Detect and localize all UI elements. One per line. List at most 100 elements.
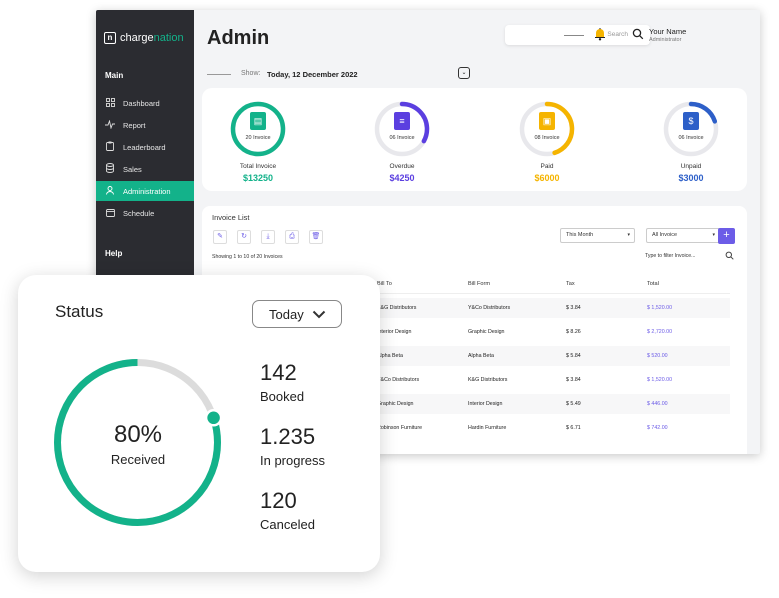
sidebar-item-label: Report [123, 120, 146, 130]
cell-total: $ 2,720.00 [647, 329, 673, 335]
cell-bill-form: Interior Design [468, 401, 503, 407]
activity-icon [105, 118, 115, 131]
stat-booked: 142 Booked [260, 360, 304, 404]
summary-card-paid[interactable]: ▣ 08 Invoice Paid $6000 [502, 100, 592, 183]
document-icon: ≡ [394, 112, 410, 130]
cell-bill-form: K&G Distributors [468, 377, 508, 383]
receipt-icon: $ [683, 112, 699, 130]
received-gauge [54, 359, 223, 526]
download-icon: ⤓ [266, 233, 270, 240]
summary-card-unpaid[interactable]: $ 06 Invoice Unpaid $3000 [646, 100, 736, 183]
cell-bill-to: Interior Design [377, 329, 412, 335]
summary-cards: ▤ 20 Invoice Total Invoice $13250 ≡ 06 I… [202, 88, 747, 191]
edit-button[interactable]: ✎ [213, 230, 227, 244]
divider [564, 35, 584, 36]
ring-label: 06 Invoice [389, 135, 415, 141]
stat-label: Canceled [260, 517, 315, 532]
gauge-knob[interactable] [204, 409, 223, 427]
month-select[interactable]: This Month ▾ [560, 228, 635, 243]
date-dropdown[interactable]: ⌄ [458, 67, 470, 79]
user-role: Administrator [649, 37, 682, 43]
search-icon[interactable] [632, 28, 644, 40]
print-icon: ⎙ [289, 233, 295, 240]
summary-card-overdue[interactable]: ≡ 06 Invoice Overdue $4250 [357, 100, 447, 183]
card-value: $4250 [389, 173, 415, 183]
sidebar-item-label: Sales [123, 164, 142, 174]
cell-bill-form: Graphic Design [468, 329, 505, 335]
database-icon [105, 163, 115, 175]
cell-bill-to: Y&Co Distributors [377, 377, 420, 383]
sidebar-item-schedule[interactable]: Schedule [96, 203, 194, 223]
progress-ring: ▤ 20 Invoice [229, 100, 287, 158]
show-date: Today, 12 December 2022 [267, 70, 358, 79]
progress-ring: ≡ 06 Invoice [373, 100, 431, 158]
column-header: Bill To [377, 281, 392, 287]
gauge-progress-arc [54, 359, 221, 526]
cell-total: $ 446.00 [647, 401, 668, 407]
card-title: Overdue [389, 163, 415, 170]
logo-text-right: nation [153, 32, 184, 44]
page-title: Admin [207, 27, 270, 49]
ring-label: 06 Invoice [678, 135, 704, 141]
cell-tax: $ 8.26 [566, 329, 581, 335]
sidebar-item-administration[interactable]: Administration [96, 181, 194, 201]
cell-bill-to: Alpha Beta [377, 353, 403, 359]
sidebar-item-dashboard[interactable]: Dashboard [96, 93, 194, 113]
stat-label: Booked [260, 389, 305, 404]
table-row[interactable]: Y&Co Distributors K&G Distributors $ 3.8… [210, 370, 730, 390]
cell-bill-to: K&G Distributors [377, 305, 417, 311]
invoice-list-title: Invoice List [212, 213, 250, 222]
status-card: Status Today 80% Received 142 Booked 1.2… [18, 275, 380, 572]
caret-down-icon: ▾ [627, 232, 630, 238]
summary-card-total[interactable]: ▤ 20 Invoice Total Invoice $13250 [213, 100, 303, 183]
stat-value: 142 [260, 360, 297, 385]
stat-in-progress: 1.235 In progress [260, 424, 325, 468]
trash-icon: 🗑 [311, 233, 321, 240]
clipboard-icon [105, 141, 115, 153]
logo[interactable]: n chargenation [104, 32, 184, 44]
divider [207, 74, 231, 75]
cell-bill-to: Graphic Design [377, 401, 414, 407]
cell-bill-form: Hardin Furniture [468, 425, 507, 431]
status-title: Status [55, 302, 104, 321]
invoice-icon: ▤ [250, 112, 266, 130]
sidebar-item-report[interactable]: Report [96, 115, 194, 135]
filter-input[interactable]: Type to filter Invoice... [645, 253, 696, 259]
cell-total: $ 1,520.00 [647, 305, 673, 311]
stat-canceled: 120 Canceled [260, 488, 315, 532]
sidebar-section-main: Main [105, 71, 124, 80]
sidebar-item-leaderboard[interactable]: Leaderboard [96, 137, 194, 157]
period-dropdown[interactable]: Today [252, 300, 342, 328]
sidebar-item-label: Dashboard [123, 98, 160, 108]
invoice-type-select[interactable]: All Invoice ▾ [646, 228, 720, 243]
sidebar-item-sales[interactable]: Sales [96, 159, 194, 179]
cell-tax: $ 3.84 [566, 377, 581, 383]
refresh-button[interactable]: ↻ [237, 230, 251, 244]
chevron-down-icon: ⌄ [461, 70, 467, 76]
caret-down-icon: ▾ [712, 232, 715, 238]
download-button[interactable]: ⤓ [261, 230, 275, 244]
user-icon [105, 185, 115, 197]
wallet-icon: ▣ [539, 112, 555, 130]
bell-icon[interactable] [593, 27, 607, 41]
show-label: Show: [241, 70, 261, 77]
user-name: Your Name [649, 27, 687, 36]
add-invoice-button[interactable]: + [718, 228, 735, 244]
table-row[interactable]: Interior Design Graphic Design $ 8.26 $ … [210, 322, 730, 342]
card-title: Paid [540, 163, 554, 170]
period-value: Today [269, 307, 304, 322]
cell-bill-form: Y&Co Distributors [468, 305, 511, 311]
card-title: Total Invoice [239, 163, 277, 170]
edit-icon: ✎ [217, 233, 223, 240]
ring-label: 08 Invoice [534, 135, 560, 141]
print-button[interactable]: ⎙ [285, 230, 299, 244]
month-select-value: This Month [566, 232, 594, 238]
refresh-icon: ↻ [241, 233, 247, 240]
delete-button[interactable]: 🗑 [309, 230, 323, 244]
cell-tax: $ 3.84 [566, 305, 581, 311]
chevron-down-icon [312, 310, 326, 319]
table-row[interactable]: Robinson Furniture Hardin Furniture $ 6.… [210, 418, 730, 438]
cell-tax: $ 6.71 [566, 425, 581, 431]
stat-value: 120 [260, 488, 297, 513]
stat-label: In progress [260, 453, 326, 468]
